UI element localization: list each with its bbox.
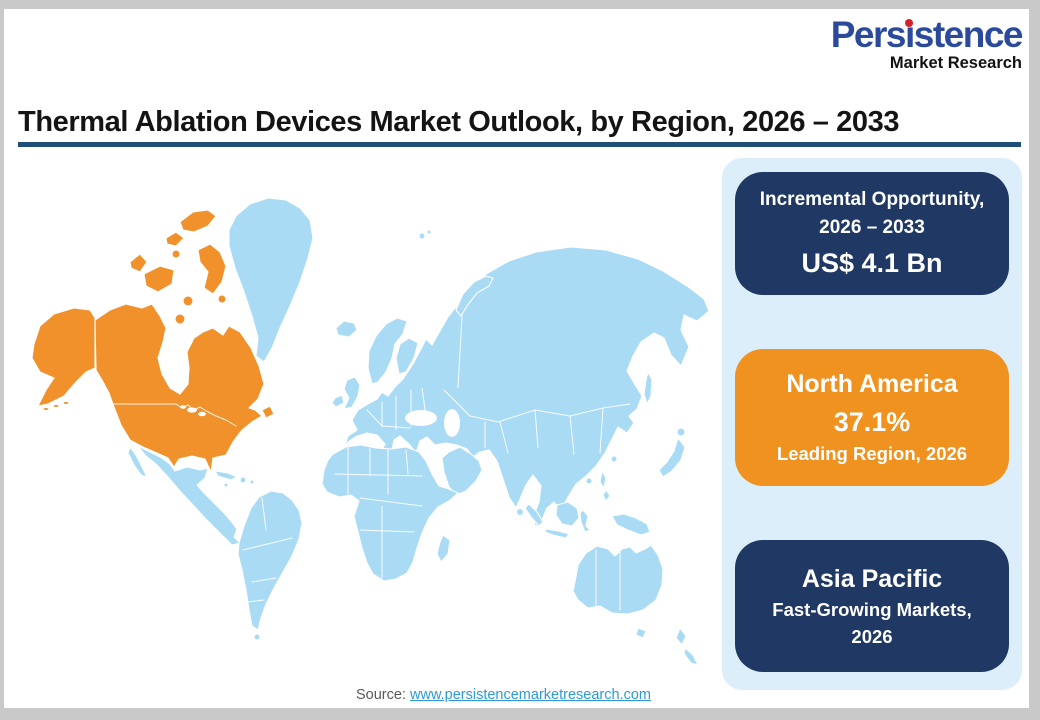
card-incremental-opportunity: Incremental Opportunity, 2026 – 2033 US$… [735,172,1009,295]
source-label: Source: [356,687,406,703]
side-panel: Incremental Opportunity, 2026 – 2033 US$… [722,158,1022,690]
card-north-america: North America 37.1% Leading Region, 2026 [735,349,1009,486]
logo-red-dot-icon [905,19,914,27]
map-region-middle-east [441,446,483,496]
card-title: Asia Pacific [801,564,943,593]
map-region-north-america [31,209,275,473]
map-region-asia-islands [515,371,686,539]
world-map [30,158,718,698]
card-caption: Fast-Growing Markets, [772,598,972,620]
map-region-africa [321,444,459,582]
card-value: US$ 4.1 Bn [801,247,943,278]
card-heading-line: Incremental Opportunity, [759,188,985,210]
card-caption: 2026 [851,625,893,647]
card-caption: Leading Region, 2026 [776,442,968,464]
map-region-south-america [237,490,303,641]
persistence-logo: Persı stence Market Research [830,14,1024,73]
card-asia-pacific: Asia Pacific Fast-Growing Markets, 2026 [735,540,1009,672]
card-value: 37.1% [833,407,911,438]
title-underline [18,142,1021,147]
card-heading-line: 2026 – 2033 [819,217,925,239]
map-region-central-america [127,445,255,546]
logo-brand-text: Persı stence [830,14,1024,55]
card-title: North America [786,370,958,399]
map-region-eurasia [343,246,710,528]
logo-subtitle-text: Market Research [889,54,1022,72]
page-title: Thermal Ablation Devices Market Outlook,… [18,106,900,138]
source-link[interactable]: www.persistencemarketresearch.com [410,687,651,703]
map-region-greenland [228,197,314,363]
map-region-europe [331,229,432,410]
source-line: Source: www.persistencemarketresearch.co… [356,687,651,703]
map-region-oceania [572,544,699,666]
